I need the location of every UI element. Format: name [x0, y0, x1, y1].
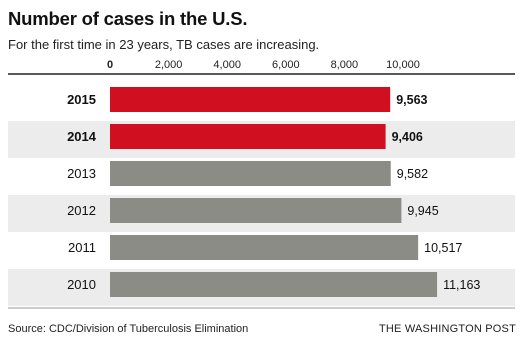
- publisher-logo: THE WASHINGTON POST: [378, 323, 516, 335]
- category-label: 2014: [67, 129, 97, 144]
- bar: [110, 87, 391, 112]
- x-tick-label: 4,000: [213, 59, 241, 71]
- bar: [110, 124, 386, 149]
- chart-title: Number of cases in the U.S.: [8, 8, 248, 29]
- x-tick-label: 8,000: [331, 59, 359, 71]
- x-tick-label: 6,000: [272, 59, 300, 71]
- bar: [110, 161, 391, 186]
- category-label: 2011: [68, 240, 96, 255]
- data-label: 9,406: [392, 130, 423, 144]
- category-label: 2015: [67, 92, 96, 107]
- bar: [110, 198, 402, 223]
- data-label: 9,563: [396, 93, 427, 107]
- data-label: 9,582: [397, 167, 428, 181]
- x-tick-label: 0: [107, 59, 113, 71]
- category-label: 2010: [67, 277, 96, 292]
- source-note: Source: CDC/Division of Tuberculosis Eli…: [8, 323, 249, 335]
- bar: [110, 235, 419, 260]
- data-label: 10,517: [424, 241, 462, 255]
- data-label: 9,945: [407, 204, 438, 218]
- x-tick-label: 10,000: [386, 59, 420, 71]
- chart-subtitle: For the first time in 23 years, TB cases…: [8, 37, 320, 52]
- data-label: 11,163: [443, 278, 480, 292]
- bar: [110, 272, 438, 297]
- category-label: 2012: [67, 203, 96, 218]
- x-tick-label: 2,000: [155, 59, 183, 71]
- category-label: 2013: [67, 166, 96, 181]
